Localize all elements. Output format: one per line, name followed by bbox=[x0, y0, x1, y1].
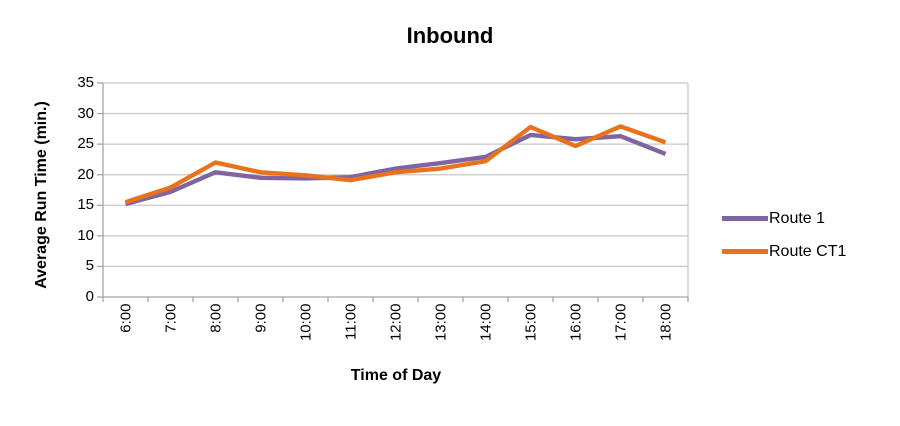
y-tick-label: 0 bbox=[85, 288, 94, 305]
legend-label: Route CT1 bbox=[769, 242, 847, 260]
legend-item: Route CT1 bbox=[722, 235, 846, 268]
x-tick-label: 10:00 bbox=[297, 303, 314, 342]
series-line-route-ct1 bbox=[124, 124, 667, 205]
x-tick-label: 8:00 bbox=[207, 303, 224, 333]
y-axis-title: Average Run Time (min.) bbox=[33, 101, 50, 289]
series-line-route-1 bbox=[124, 132, 667, 207]
y-tick-label: 10 bbox=[77, 226, 94, 244]
gridlines bbox=[103, 82, 689, 297]
legend-item: Route 1 bbox=[722, 202, 846, 235]
x-tick-label: 17:00 bbox=[612, 303, 629, 342]
x-tick-label: 6:00 bbox=[117, 303, 134, 333]
legend: Route 1 Route CT1 bbox=[722, 202, 846, 268]
y-tick-label: 30 bbox=[77, 104, 94, 122]
x-tick-label: 7:00 bbox=[162, 303, 179, 333]
legend-label: Route 1 bbox=[769, 209, 826, 227]
chart-title: Inbound bbox=[406, 23, 494, 48]
x-tick-label: 14:00 bbox=[477, 303, 494, 342]
y-tick-label: 15 bbox=[77, 196, 94, 214]
x-axis-title: Time of Day bbox=[350, 367, 442, 384]
y-tick-label: 20 bbox=[77, 165, 94, 183]
x-tick-label: 16:00 bbox=[567, 303, 584, 342]
y-tick-label: 5 bbox=[85, 257, 94, 275]
legend-swatch bbox=[722, 249, 768, 254]
legend-swatch bbox=[722, 216, 768, 221]
axes bbox=[97, 82, 689, 302]
y-tick-label: 35 bbox=[77, 74, 94, 91]
x-tick-label: 18:00 bbox=[657, 303, 674, 342]
x-tick-label: 9:00 bbox=[252, 303, 269, 333]
x-tick-label: 15:00 bbox=[522, 303, 539, 342]
y-tick-label: 25 bbox=[77, 135, 94, 153]
x-tick-label: 12:00 bbox=[387, 303, 404, 342]
x-tick-label: 11:00 bbox=[342, 303, 359, 340]
x-tick-label: 13:00 bbox=[432, 303, 449, 342]
